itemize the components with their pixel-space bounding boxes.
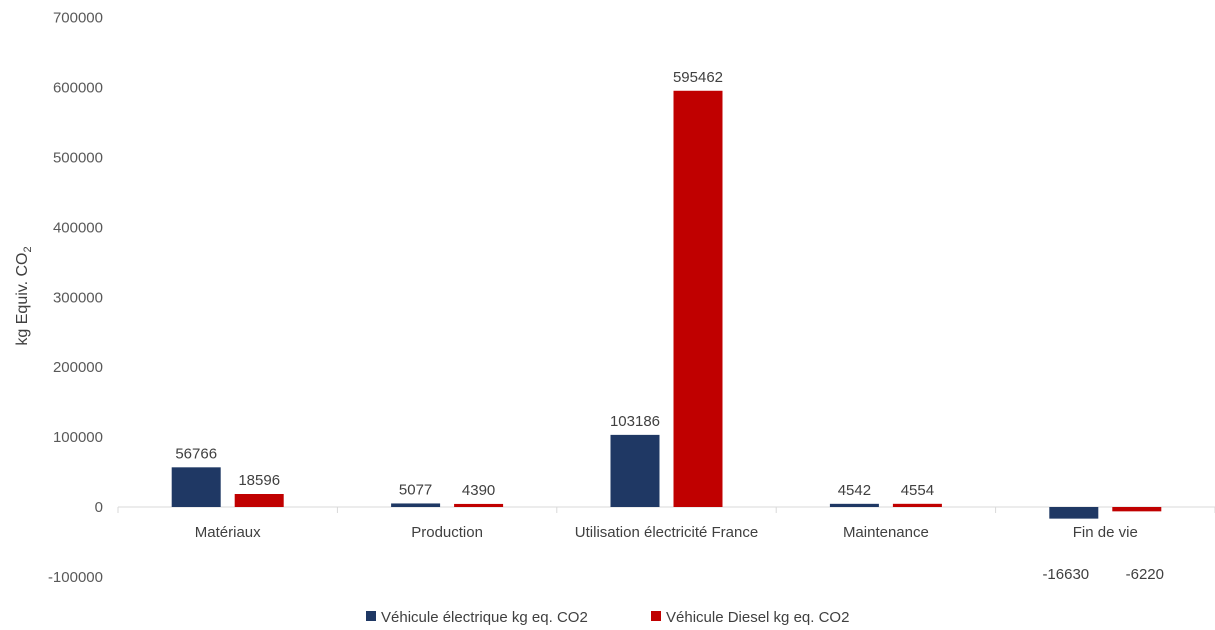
bar-diesel [1112, 507, 1162, 512]
data-label: -6220 [1126, 566, 1164, 583]
data-label: -16630 [1042, 566, 1089, 583]
data-labels: 56766 18596 5077 4390 103186 595462 4542 4554 -1… [175, 69, 1164, 583]
bar-electric [829, 503, 879, 507]
bar-diesel [234, 494, 284, 507]
bar-electric [1049, 507, 1099, 519]
y-tick-label: 300000 [53, 289, 103, 306]
data-label: 4554 [901, 482, 934, 499]
bar-electric [391, 503, 441, 507]
legend: Véhicule électrique kg eq. CO2 Véhicule D… [366, 609, 849, 626]
legend-label: Véhicule Diesel kg eq. CO2 [666, 609, 849, 626]
y-tick-label: 500000 [53, 150, 103, 167]
category-label: Utilisation électricité France [575, 524, 758, 541]
y-axis-ticks: -100000 0 100000 200000 300000 400000 500000 60… [48, 10, 103, 586]
bar-diesel [892, 503, 942, 507]
data-label: 4390 [462, 482, 495, 499]
data-label: 595462 [673, 69, 723, 86]
bar-diesel [673, 90, 723, 507]
y-tick-label: 400000 [53, 219, 103, 236]
category-label: Maintenance [843, 524, 929, 541]
y-tick-label: 200000 [53, 359, 103, 376]
y-tick-label: 700000 [53, 10, 103, 27]
category-tick-marks [117, 507, 1215, 513]
category-label: Fin de vie [1073, 524, 1138, 541]
data-label: 18596 [238, 472, 280, 489]
category-labels: Matériaux Production Utilisation électrici… [195, 524, 1138, 541]
data-label: 56766 [175, 445, 217, 462]
category-label: Production [411, 524, 483, 541]
y-axis-title: kg Equiv. CO2 [14, 246, 34, 345]
bar-electric [610, 434, 660, 507]
category-label: Matériaux [195, 524, 261, 541]
bar-electric [171, 467, 221, 507]
legend-label: Véhicule électrique kg eq. CO2 [381, 609, 588, 626]
data-label: 4542 [838, 482, 871, 499]
bars [171, 90, 1162, 519]
y-tick-label: 0 [95, 499, 103, 516]
legend-swatch-diesel [651, 611, 661, 621]
data-label: 5077 [399, 481, 432, 498]
data-label: 103186 [610, 413, 660, 430]
legend-swatch-electric [366, 611, 376, 621]
y-tick-label: 600000 [53, 80, 103, 97]
y-tick-label: 100000 [53, 429, 103, 446]
y-tick-label: -100000 [48, 569, 103, 586]
bar-diesel [454, 503, 504, 507]
